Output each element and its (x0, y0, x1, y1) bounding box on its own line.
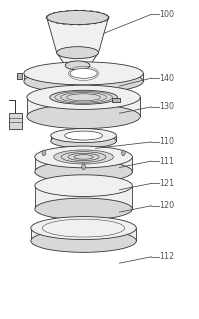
Circle shape (122, 150, 125, 156)
Polygon shape (35, 157, 132, 172)
Ellipse shape (24, 70, 143, 93)
Ellipse shape (51, 134, 116, 148)
Polygon shape (57, 53, 99, 65)
Ellipse shape (50, 90, 117, 104)
Polygon shape (27, 97, 140, 116)
Ellipse shape (31, 229, 136, 252)
Ellipse shape (54, 150, 113, 164)
Polygon shape (35, 186, 132, 209)
Ellipse shape (35, 161, 132, 182)
Text: 140: 140 (160, 74, 175, 83)
Polygon shape (31, 228, 136, 241)
Ellipse shape (65, 131, 102, 140)
Ellipse shape (35, 175, 132, 197)
Ellipse shape (65, 61, 90, 70)
Ellipse shape (35, 198, 132, 220)
Ellipse shape (70, 69, 97, 78)
Text: 110: 110 (160, 137, 175, 146)
Ellipse shape (27, 85, 140, 109)
Ellipse shape (51, 129, 116, 143)
Text: 112: 112 (160, 252, 175, 261)
Ellipse shape (31, 217, 136, 240)
Text: 100: 100 (160, 10, 175, 19)
Text: 130: 130 (160, 102, 175, 111)
Bar (9, 113, 22, 129)
Text: 120: 120 (160, 201, 175, 210)
Ellipse shape (27, 104, 140, 129)
Ellipse shape (35, 146, 132, 168)
Circle shape (82, 164, 85, 170)
Text: 111: 111 (160, 157, 175, 166)
Ellipse shape (57, 47, 99, 59)
Bar (112, 98, 120, 102)
Ellipse shape (24, 62, 143, 85)
Polygon shape (24, 73, 143, 81)
Polygon shape (51, 136, 116, 141)
Circle shape (42, 150, 46, 156)
Text: 121: 121 (160, 179, 175, 188)
Bar (17, 73, 22, 79)
Polygon shape (47, 18, 108, 53)
Ellipse shape (47, 11, 108, 25)
